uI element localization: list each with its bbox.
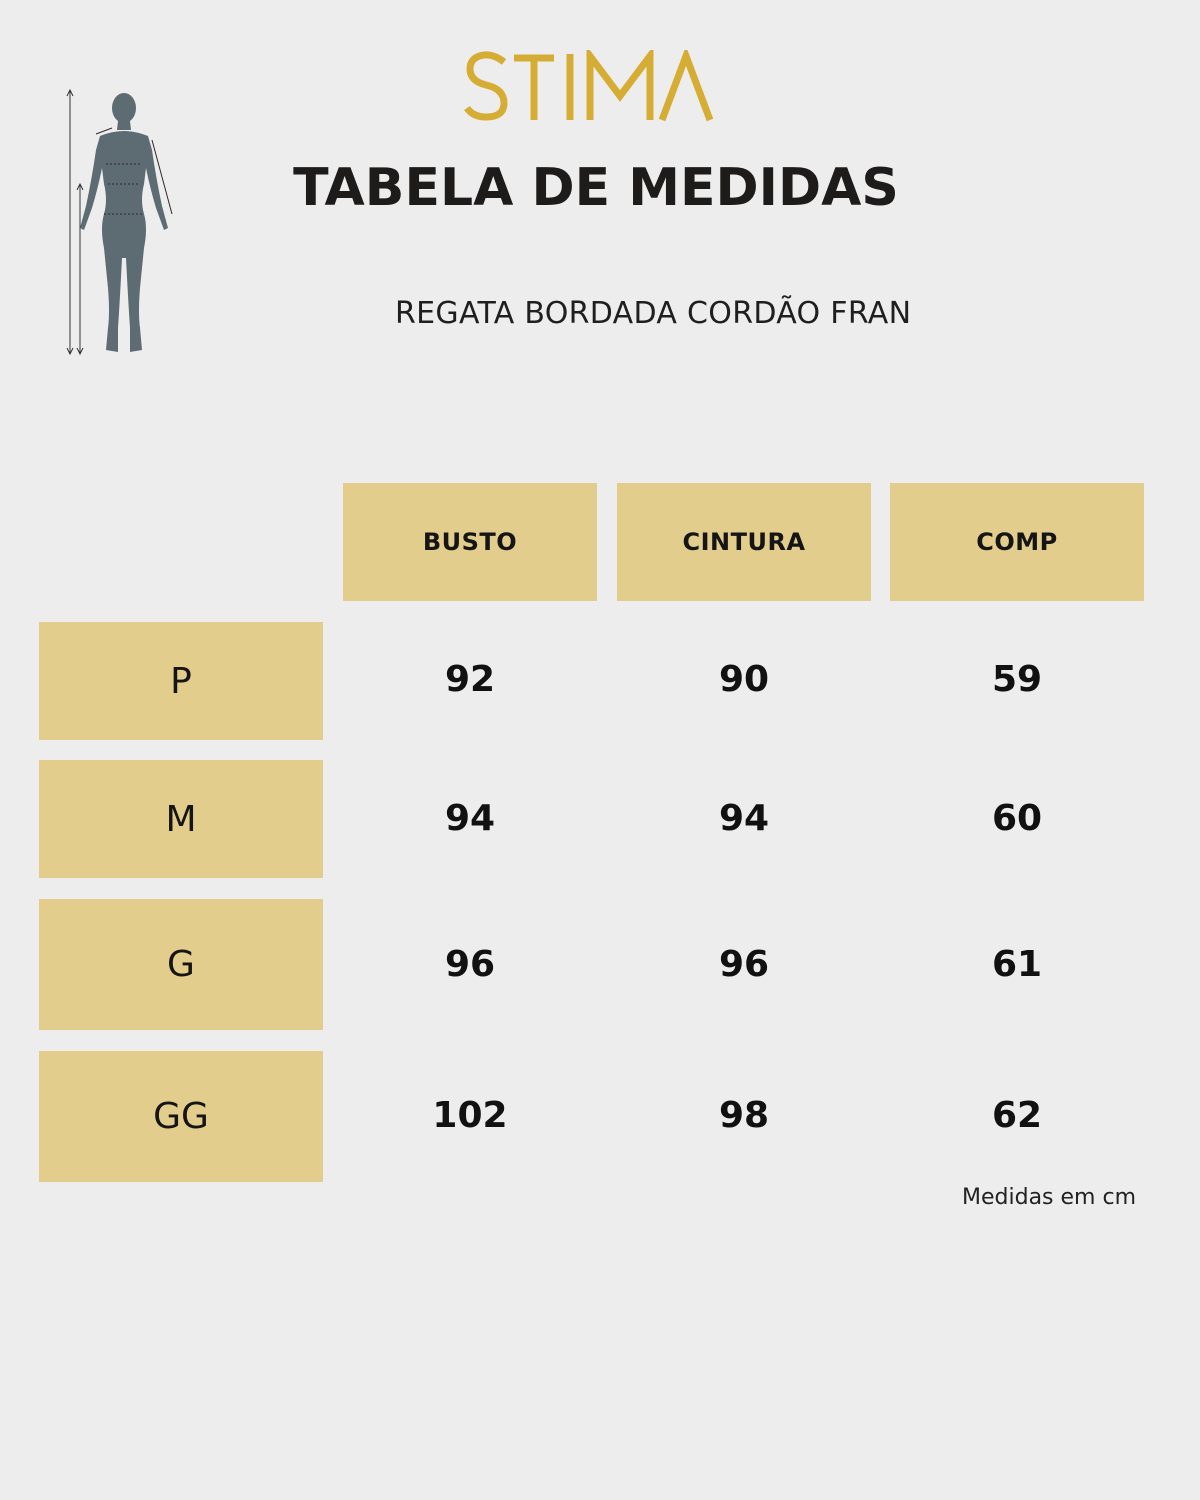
size-label-m: M [39, 760, 323, 878]
column-header-comp: COMP [890, 483, 1144, 601]
table-cell-comp: 62 [991, 1095, 1043, 1136]
table-cell-busto: 94 [444, 798, 496, 839]
table-cell-comp: 60 [991, 798, 1043, 839]
table-cell-comp: 59 [991, 659, 1043, 700]
size-label-p: P [39, 622, 323, 740]
table-cell-cintura: 90 [718, 659, 770, 700]
table-cell-busto: 96 [444, 944, 496, 985]
table-cell-cintura: 94 [718, 798, 770, 839]
column-header-cintura: CINTURA [617, 483, 871, 601]
size-label-g: G [39, 899, 323, 1030]
units-footnote: Medidas em cm [962, 1185, 1136, 1210]
body-measurement-figure-icon [66, 88, 173, 356]
table-cell-cintura: 98 [718, 1095, 770, 1136]
table-cell-cintura: 96 [718, 944, 770, 985]
column-header-busto: BUSTO [343, 483, 597, 601]
table-cell-busto: 92 [444, 659, 496, 700]
stima-logo [464, 50, 714, 122]
table-cell-busto: 102 [432, 1095, 508, 1136]
page-title: TABELA DE MEDIDAS [293, 158, 899, 218]
product-name: REGATA BORDADA CORDÃO FRAN [395, 296, 912, 331]
size-label-gg: GG [39, 1051, 323, 1182]
table-cell-comp: 61 [991, 944, 1043, 985]
